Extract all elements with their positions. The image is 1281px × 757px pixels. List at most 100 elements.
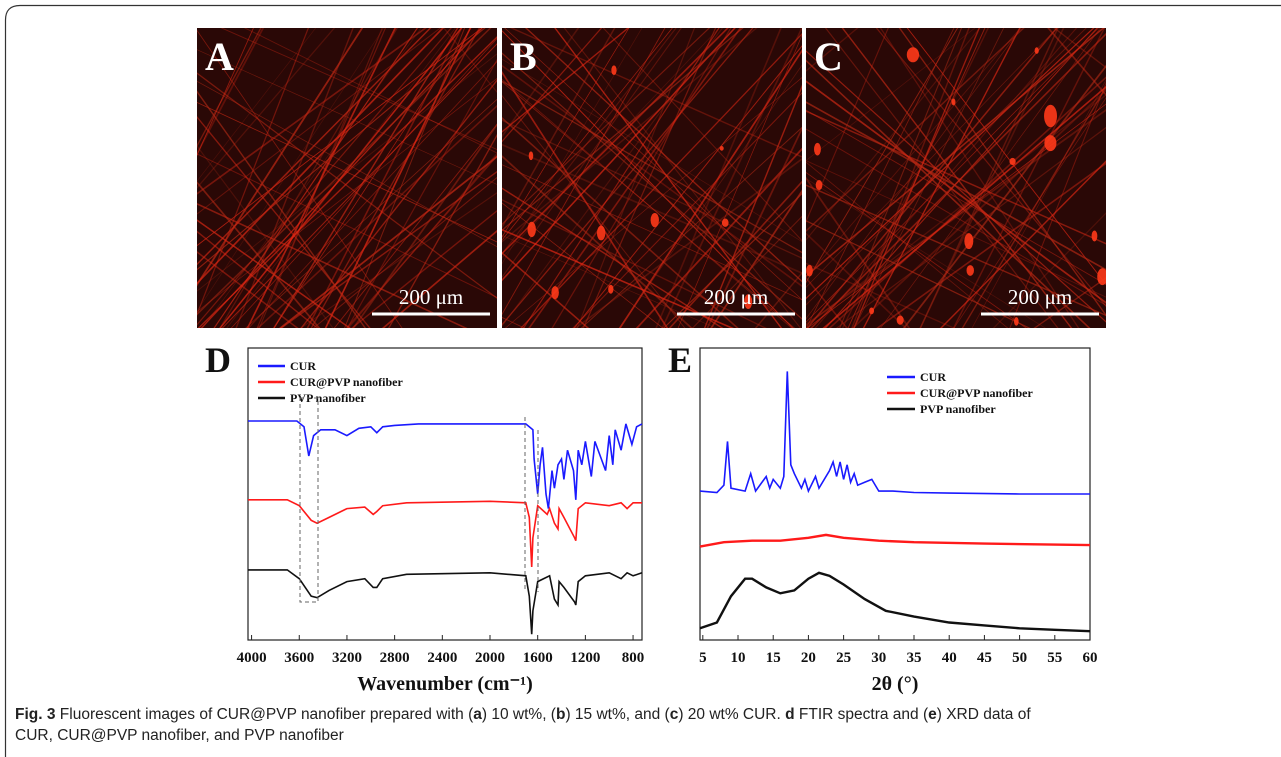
fiber bbox=[806, 178, 1046, 328]
fiber bbox=[806, 28, 1087, 306]
legend-label: PVP nanofiber bbox=[920, 402, 996, 416]
fiber bbox=[806, 28, 1021, 279]
fiber bbox=[841, 28, 989, 328]
fiber bbox=[502, 70, 669, 328]
fiber bbox=[582, 28, 717, 328]
legend-label: CUR@PVP nanofiber bbox=[290, 375, 404, 389]
fiber bbox=[502, 228, 735, 328]
fiber bbox=[806, 108, 1106, 326]
fiber bbox=[902, 64, 1106, 328]
fiber bbox=[1033, 277, 1106, 328]
fiber bbox=[635, 147, 802, 328]
fiber bbox=[875, 28, 1106, 308]
fiber bbox=[806, 276, 848, 328]
fiber bbox=[502, 28, 711, 225]
fiber bbox=[197, 28, 445, 285]
fluorescent-spot bbox=[1097, 268, 1106, 286]
fiber bbox=[502, 94, 686, 328]
legend-label: CUR bbox=[290, 359, 316, 373]
fiber bbox=[919, 28, 1065, 328]
fiber bbox=[502, 143, 802, 274]
charts: D 4000 3600 3200 2800 2400 2000 1600 1200 800 Wave… bbox=[205, 340, 1098, 695]
fluorescent-spot bbox=[650, 212, 659, 228]
fiber bbox=[806, 176, 911, 328]
fiber bbox=[502, 28, 758, 243]
fluorescent-spot bbox=[966, 265, 974, 276]
fluorescent-spot bbox=[719, 146, 724, 151]
fiber bbox=[197, 28, 452, 326]
fiber bbox=[806, 232, 908, 328]
fiber bbox=[197, 28, 486, 271]
fiber bbox=[333, 123, 497, 328]
fiber bbox=[197, 145, 334, 328]
fiber bbox=[806, 184, 1106, 317]
fiber bbox=[862, 28, 1021, 328]
fiber bbox=[754, 271, 802, 328]
fiber bbox=[197, 28, 254, 157]
fiber bbox=[806, 28, 1022, 320]
fiber bbox=[197, 28, 364, 287]
fiber bbox=[691, 215, 802, 328]
fiber bbox=[839, 28, 963, 328]
fiber bbox=[879, 28, 1080, 328]
fluorescent-spot bbox=[721, 218, 729, 227]
fiber bbox=[574, 157, 802, 328]
caption-text: CUR, CUR@PVP nanofiber, and PVP nanofibe… bbox=[15, 727, 344, 744]
fiber bbox=[677, 34, 802, 328]
fiber bbox=[219, 28, 463, 328]
fiber bbox=[806, 28, 959, 284]
caption-text: FTIR spectra and ( bbox=[794, 706, 929, 723]
fiber bbox=[806, 161, 1009, 328]
fiber bbox=[806, 262, 956, 328]
micrograph: A 200 μm bbox=[197, 28, 497, 328]
fiber bbox=[502, 199, 767, 328]
fiber bbox=[256, 104, 497, 328]
x-tick-label: 60 bbox=[1083, 650, 1098, 666]
panel-label: D bbox=[205, 340, 231, 380]
fiber bbox=[806, 171, 1027, 328]
fiber bbox=[502, 28, 736, 282]
fiber bbox=[300, 79, 497, 328]
fiber bbox=[197, 28, 317, 182]
fiber bbox=[502, 28, 643, 265]
fiber bbox=[347, 152, 497, 328]
fiber bbox=[806, 28, 1095, 300]
fiber bbox=[248, 61, 497, 328]
fiber bbox=[806, 28, 981, 241]
fiber bbox=[197, 28, 427, 195]
fluorescent-spot bbox=[951, 98, 956, 106]
fiber bbox=[502, 52, 802, 320]
fiber bbox=[841, 28, 1073, 328]
caption-text: ) 10 wt%, ( bbox=[481, 706, 556, 723]
x-tick-label: 45 bbox=[977, 650, 992, 666]
x-tick-label: 1600 bbox=[523, 650, 553, 666]
fluorescent-spot bbox=[806, 264, 813, 277]
legend-label: CUR bbox=[920, 370, 946, 384]
fiber bbox=[197, 153, 497, 298]
caption: Fig. 3 Fluorescent images of CUR@PVP nan… bbox=[15, 704, 1265, 746]
fiber bbox=[971, 79, 1106, 328]
fluorescent-spot bbox=[869, 307, 875, 315]
fiber bbox=[822, 85, 1106, 328]
fiber bbox=[197, 80, 497, 248]
legend-label: CUR@PVP nanofiber bbox=[920, 386, 1034, 400]
fiber bbox=[502, 119, 802, 259]
fiber bbox=[502, 28, 744, 232]
fiber bbox=[243, 28, 497, 154]
fluorescent-spot bbox=[611, 65, 617, 76]
fiber bbox=[524, 28, 802, 283]
fiber bbox=[806, 160, 1106, 298]
caption-text: ) XRD data of bbox=[936, 706, 1031, 723]
fiber bbox=[554, 28, 783, 328]
fiber bbox=[197, 28, 262, 148]
fluorescent-spot bbox=[1091, 230, 1098, 242]
caption-text: Fluorescent images of CUR@PVP nanofiber … bbox=[55, 706, 474, 723]
fiber bbox=[197, 28, 309, 317]
fiber bbox=[443, 28, 497, 93]
x-tick-label: 25 bbox=[836, 650, 851, 666]
fiber bbox=[847, 28, 986, 328]
fiber bbox=[806, 220, 1031, 328]
fiber bbox=[235, 28, 354, 328]
